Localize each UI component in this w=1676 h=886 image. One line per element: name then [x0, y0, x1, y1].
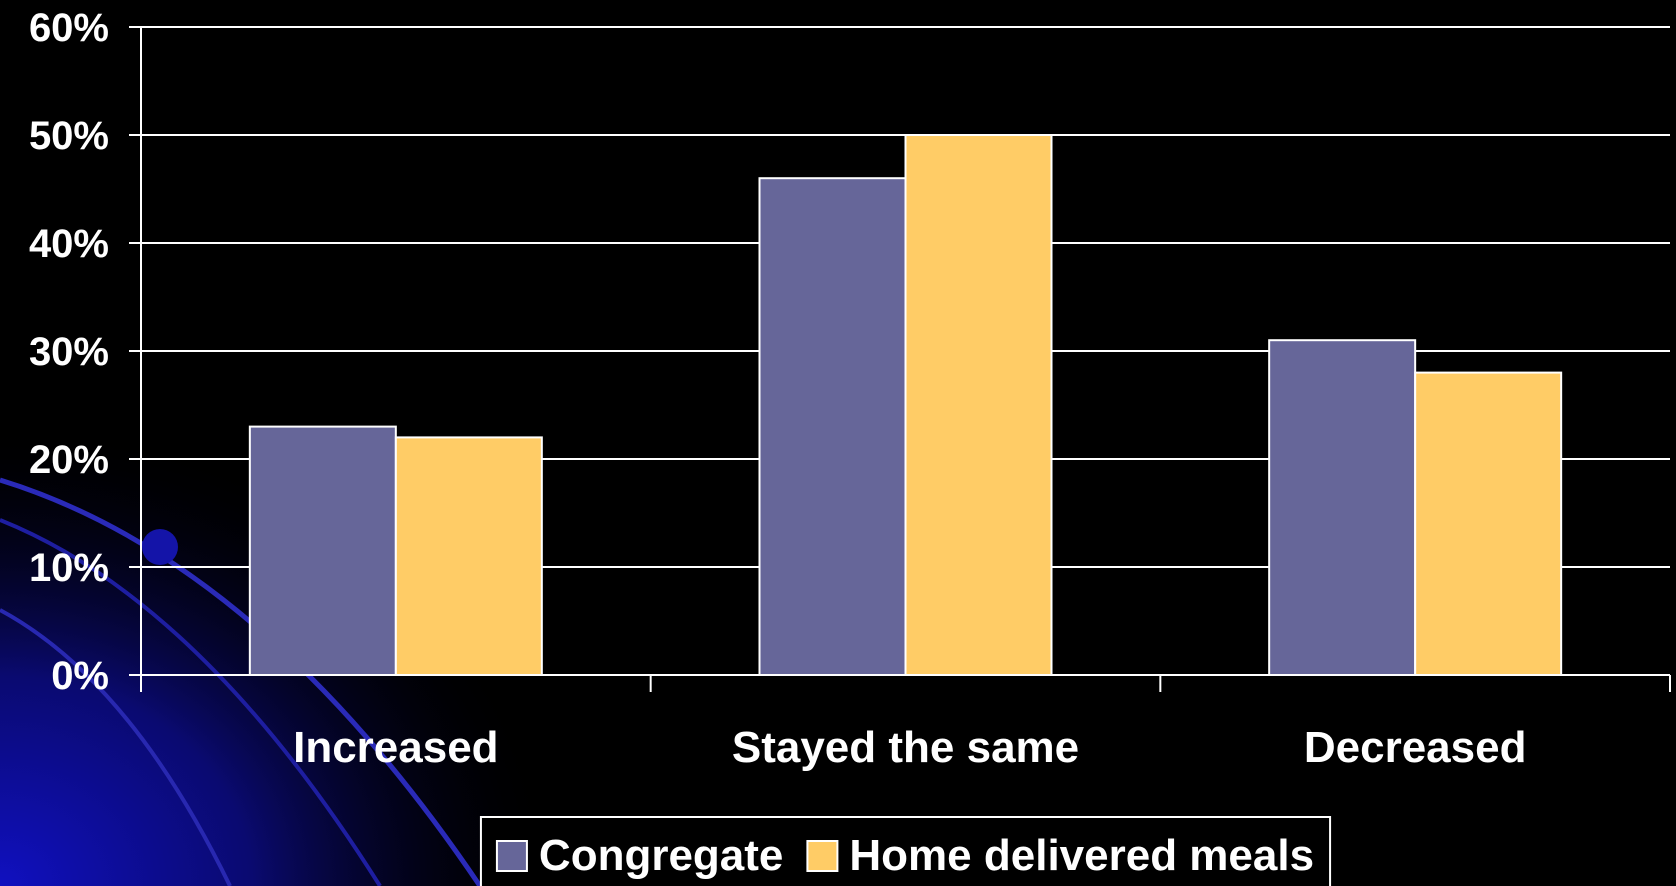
legend-swatch-home-delivered-meals — [806, 840, 839, 872]
y-tick-label: 20% — [29, 438, 109, 482]
x-category-label: Decreased — [1304, 723, 1527, 772]
labels: 0% 10% 20% 30% 40% 50% 60% Increased Stayed the … — [29, 6, 1527, 772]
bar-home-delivered-meals-increased — [394, 436, 543, 676]
legend: Congregate Home delivered meals — [479, 816, 1332, 886]
axes — [129, 26, 1671, 692]
legend-label-home-delivered-meals: Home delivered meals — [849, 831, 1314, 880]
bar-congregate-stayed-the-same — [758, 177, 907, 676]
legend-box — [479, 816, 1332, 886]
bar-home-delivered-meals-stayed-the-same — [904, 134, 1053, 676]
y-tick-label: 50% — [29, 114, 109, 158]
decor-arc — [0, 608, 232, 886]
y-tick-label: 0% — [51, 654, 109, 698]
bar-home-delivered-meals-decreased — [1414, 371, 1563, 676]
legend-swatch-congregate — [495, 840, 528, 872]
y-tick-label: 10% — [29, 546, 109, 590]
y-tick-label: 30% — [29, 330, 109, 374]
decor-dot — [142, 529, 178, 565]
x-category-label: Increased — [293, 723, 498, 772]
x-category-label: Stayed the same — [732, 723, 1079, 772]
bar-congregate-increased — [248, 425, 397, 676]
legend-label-congregate: Congregate — [539, 831, 783, 880]
y-tick-label: 40% — [29, 222, 109, 266]
bar-congregate-decreased — [1268, 339, 1417, 676]
bars — [248, 134, 1563, 676]
decor-arc — [0, 518, 382, 886]
y-tick-label: 60% — [29, 6, 109, 50]
